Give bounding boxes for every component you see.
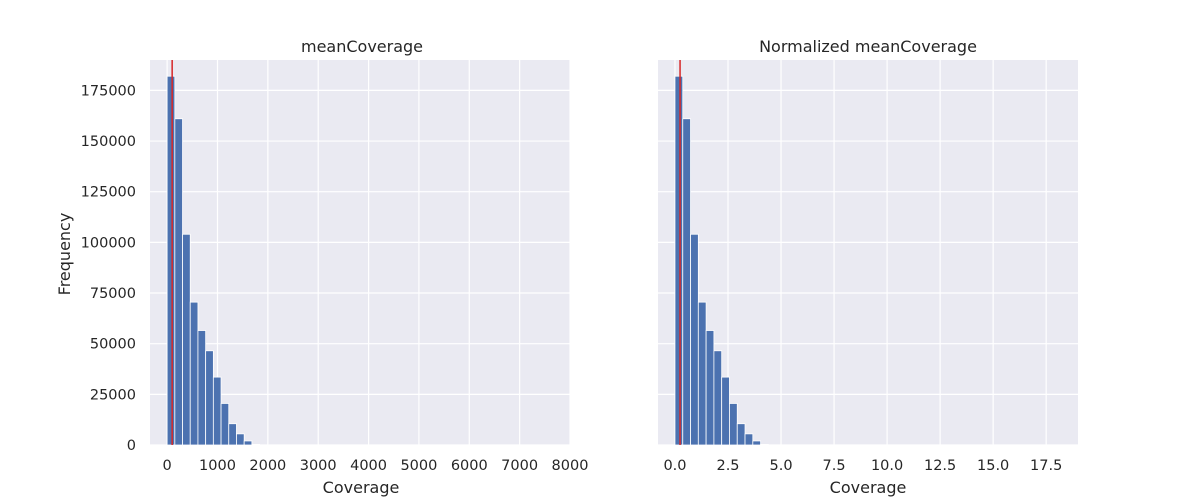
histogram-bar bbox=[205, 350, 214, 446]
histogram-bar bbox=[713, 350, 723, 446]
histogram-bar bbox=[690, 233, 699, 446]
x-tick-label: 12.5 bbox=[924, 458, 956, 474]
grid-lines bbox=[150, 60, 571, 446]
x-tick-label: 2000 bbox=[249, 458, 286, 474]
histogram-bar bbox=[721, 376, 730, 446]
histogram-bar bbox=[752, 440, 762, 446]
x-tick-label: 0 bbox=[163, 458, 172, 474]
panel-meancoverage: 0 1000 2000 3000 4000 5000 6000 7000 8000 0 25000… bbox=[55, 37, 588, 497]
histogram-bar bbox=[674, 75, 684, 446]
x-tick-label: 3000 bbox=[300, 458, 337, 474]
histogram-bar bbox=[697, 301, 707, 446]
x-tick-label: 6000 bbox=[451, 458, 488, 474]
histogram-bar bbox=[251, 443, 260, 446]
histogram-bar bbox=[174, 118, 183, 446]
x-tick-labels: 0.0 2.5 5.0 7.5 10.0 12.5 15.0 17.5 bbox=[663, 458, 1062, 474]
histogram-bar bbox=[729, 403, 738, 446]
histogram-bar bbox=[243, 440, 253, 446]
histogram-bar bbox=[736, 423, 746, 446]
panel-normalized-meancoverage: 0.0 2.5 5.0 7.5 10.0 12.5 15.0 17.5 Normalized … bbox=[658, 37, 1078, 497]
histogram-bar bbox=[197, 330, 207, 446]
y-tick-label: 50000 bbox=[90, 337, 136, 353]
histogram-bar bbox=[228, 423, 237, 446]
x-tick-label: 5.0 bbox=[769, 458, 792, 474]
x-tick-label: 2.5 bbox=[716, 458, 739, 474]
histogram-bar bbox=[682, 118, 691, 446]
x-tick-label: 8000 bbox=[552, 458, 589, 474]
histogram-bar bbox=[236, 433, 245, 446]
x-tick-label: 7000 bbox=[501, 458, 538, 474]
y-axis-label: Frequency bbox=[55, 213, 74, 296]
y-tick-label: 75000 bbox=[90, 286, 136, 302]
x-tick-label: 15.0 bbox=[977, 458, 1009, 474]
histogram-bar bbox=[744, 433, 754, 446]
histogram-bar bbox=[166, 75, 176, 446]
x-tick-label: 0.0 bbox=[663, 458, 686, 474]
y-tick-label: 25000 bbox=[90, 387, 136, 403]
y-tick-labels: 0 25000 50000 75000 100000 125000 150000 175000 bbox=[81, 83, 136, 454]
x-axis-label: Coverage bbox=[323, 478, 400, 497]
histogram-bar bbox=[189, 301, 199, 446]
y-tick-label: 0 bbox=[127, 438, 136, 454]
y-tick-label: 175000 bbox=[81, 83, 136, 99]
x-tick-label: 10.0 bbox=[871, 458, 903, 474]
x-tick-label: 17.5 bbox=[1030, 458, 1062, 474]
x-axis-label: Coverage bbox=[830, 478, 907, 497]
x-tick-label: 5000 bbox=[400, 458, 437, 474]
y-tick-label: 125000 bbox=[81, 185, 136, 201]
x-tick-label: 4000 bbox=[350, 458, 387, 474]
histogram-bar bbox=[760, 443, 769, 446]
y-tick-label: 150000 bbox=[81, 134, 136, 150]
x-tick-labels: 0 1000 2000 3000 4000 5000 6000 7000 8000 bbox=[163, 458, 589, 474]
x-tick-label: 7.5 bbox=[823, 458, 846, 474]
y-tick-label: 100000 bbox=[81, 235, 136, 251]
chart-title: meanCoverage bbox=[301, 37, 423, 56]
histogram-bars bbox=[166, 75, 260, 446]
histogram-bars bbox=[674, 75, 769, 446]
histogram-bar bbox=[212, 376, 222, 446]
histogram-bar bbox=[220, 403, 230, 446]
histogram-bar bbox=[182, 233, 191, 446]
x-tick-label: 1000 bbox=[199, 458, 236, 474]
histogram-bar bbox=[705, 330, 715, 446]
chart-title: Normalized meanCoverage bbox=[759, 37, 977, 56]
